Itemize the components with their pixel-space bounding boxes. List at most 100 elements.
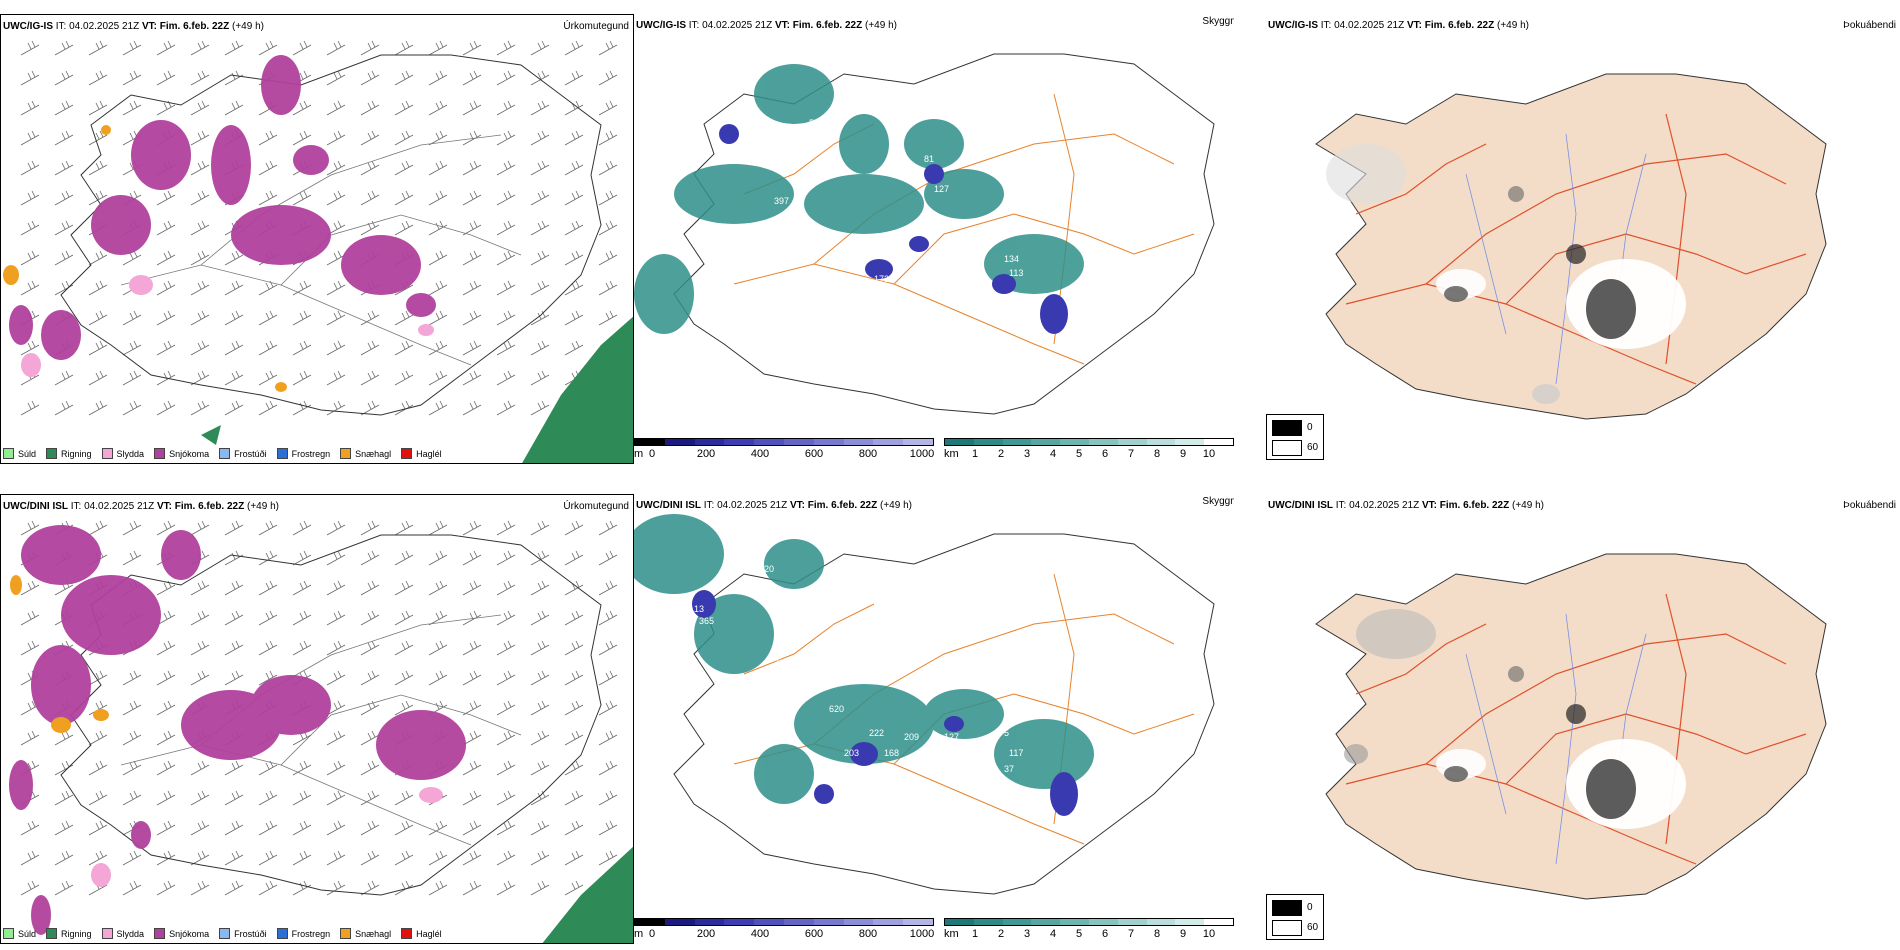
wind-barb	[156, 310, 176, 326]
wind-barb	[224, 550, 244, 566]
wind-barb	[20, 250, 40, 266]
colorbar-tick: 800	[858, 928, 878, 940]
wind-barb	[20, 400, 40, 416]
colorbar-tick: 200	[696, 928, 716, 940]
wind-barb	[326, 580, 346, 596]
wind-barb	[190, 40, 210, 56]
wind-barb	[496, 250, 516, 266]
visibility-value-label: 32	[774, 696, 784, 706]
wind-barb	[564, 550, 584, 566]
wind-barb	[428, 70, 448, 86]
wind-barb	[530, 190, 550, 206]
wind-barb	[20, 280, 40, 296]
wind-barb	[88, 340, 108, 356]
wind-barb	[156, 250, 176, 266]
wind-barb	[564, 40, 584, 56]
wind-barb	[20, 100, 40, 116]
legend-label: Snæhagl	[355, 928, 392, 939]
wind-barb	[530, 760, 550, 776]
colorbar-tick: 9	[1179, 928, 1187, 940]
visibility-value-label: 209	[904, 732, 919, 742]
colorbar-tick: 2	[997, 448, 1005, 460]
wind-barb	[530, 790, 550, 806]
wind-barb	[292, 790, 312, 806]
wind-barb	[88, 130, 108, 146]
colorbar-tick: 2	[997, 928, 1005, 940]
wind-barb	[156, 520, 176, 536]
wind-barb	[598, 730, 618, 746]
wind-barb	[88, 40, 108, 56]
wind-barb	[258, 190, 278, 206]
wind-barb	[258, 580, 278, 596]
wind-barb	[258, 550, 278, 566]
wind-barb	[496, 100, 516, 116]
wind-barb	[598, 610, 618, 626]
wind-barb	[598, 250, 618, 266]
wind-barb	[20, 220, 40, 236]
colorbar-tick: 400	[750, 448, 770, 460]
wind-barb	[258, 520, 278, 536]
visibility-value-label: 170	[724, 232, 739, 242]
wind-barb	[122, 100, 142, 116]
visibility-value-label: 11	[859, 246, 868, 256]
wind-barb	[292, 40, 312, 56]
wind-barb	[428, 850, 448, 866]
fog-legend-white	[1272, 440, 1302, 456]
roads-red	[1345, 593, 1807, 865]
visibility-value-label: 59	[809, 118, 819, 128]
wind-barb	[54, 400, 74, 416]
wind-barb	[564, 220, 584, 236]
wind-barb	[54, 850, 74, 866]
legend-item: Frostregn	[276, 448, 330, 459]
wind-barb	[258, 880, 278, 896]
wind-barb	[598, 520, 618, 536]
wind-barb	[54, 70, 74, 86]
wind-barb	[190, 790, 210, 806]
wind-barb	[360, 700, 380, 716]
fog-legend-bottom-value: 60	[1307, 442, 1319, 453]
wind-barb	[88, 820, 108, 836]
colorbar-unit: km	[944, 448, 959, 460]
visibility-value-label: 168	[884, 748, 899, 758]
legend-item: Frostúði	[219, 928, 267, 939]
legend-swatch	[401, 448, 413, 459]
wind-barb	[20, 130, 40, 146]
wind-barb	[462, 670, 482, 686]
wind-barb	[190, 640, 210, 656]
wind-barb	[88, 730, 108, 746]
wind-barb	[292, 400, 312, 416]
wind-barb	[54, 280, 74, 296]
legend-label: Slydda	[116, 928, 145, 939]
visibility-value-label: 37	[1004, 764, 1014, 774]
wind-barb	[428, 520, 448, 536]
wind-barb	[530, 160, 550, 176]
legend-swatch	[3, 448, 14, 459]
fog-map-top	[1315, 73, 1827, 420]
wind-barb	[564, 790, 584, 806]
legend-item: Súld	[3, 448, 36, 459]
wind-barb	[122, 40, 142, 56]
roads-red	[1345, 113, 1807, 385]
wind-barb	[54, 370, 74, 386]
wind-barb	[462, 700, 482, 716]
legend-swatch	[154, 448, 166, 459]
fog-legend-black	[1272, 900, 1302, 916]
wind-barb	[292, 610, 312, 626]
visibility-labels: 120 273 13 365 58 362 32 620 222 209 127 75 203 168 26…	[679, 564, 1049, 822]
wind-barb	[428, 310, 448, 326]
wind-barb	[122, 850, 142, 866]
wind-barb	[326, 520, 346, 536]
visibility-value-label: 365	[699, 616, 714, 626]
wind-barb	[428, 820, 448, 836]
visibility-value-label: 273	[734, 586, 749, 596]
wind-barb	[122, 670, 142, 686]
rain-area	[542, 846, 633, 943]
fog-legend-top: 0 60	[1266, 414, 1324, 460]
wind-barb	[88, 70, 108, 86]
wind-barb	[394, 670, 414, 686]
colorbar-tick: 5	[1075, 448, 1083, 460]
wind-barb	[292, 130, 312, 146]
wind-barb	[20, 40, 40, 56]
